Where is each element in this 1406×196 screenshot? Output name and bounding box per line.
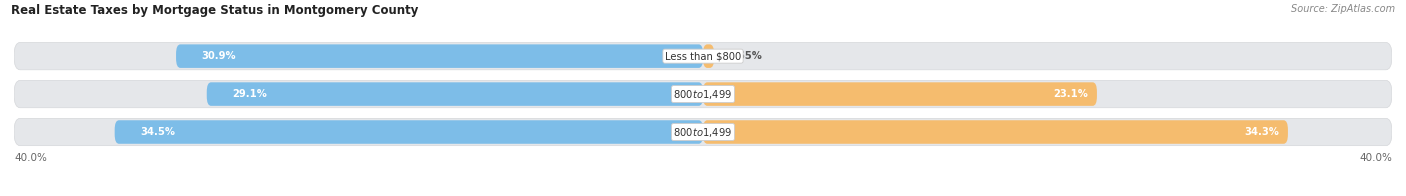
Text: 23.1%: 23.1% bbox=[1053, 89, 1088, 99]
FancyBboxPatch shape bbox=[703, 120, 1288, 144]
Text: Less than $800: Less than $800 bbox=[665, 51, 741, 61]
FancyBboxPatch shape bbox=[703, 82, 1097, 106]
FancyBboxPatch shape bbox=[115, 120, 703, 144]
FancyBboxPatch shape bbox=[703, 44, 714, 68]
Text: 29.1%: 29.1% bbox=[232, 89, 267, 99]
FancyBboxPatch shape bbox=[14, 80, 1392, 108]
Text: $800 to $1,499: $800 to $1,499 bbox=[673, 88, 733, 101]
Text: Real Estate Taxes by Mortgage Status in Montgomery County: Real Estate Taxes by Mortgage Status in … bbox=[11, 4, 419, 17]
Text: 0.65%: 0.65% bbox=[728, 51, 762, 61]
Text: 30.9%: 30.9% bbox=[201, 51, 236, 61]
FancyBboxPatch shape bbox=[14, 118, 1392, 146]
Text: 40.0%: 40.0% bbox=[1360, 153, 1392, 163]
Text: 40.0%: 40.0% bbox=[14, 153, 46, 163]
Text: Source: ZipAtlas.com: Source: ZipAtlas.com bbox=[1291, 4, 1395, 14]
FancyBboxPatch shape bbox=[176, 44, 703, 68]
Text: 34.5%: 34.5% bbox=[141, 127, 176, 137]
Text: $800 to $1,499: $800 to $1,499 bbox=[673, 125, 733, 139]
Text: 34.3%: 34.3% bbox=[1244, 127, 1279, 137]
FancyBboxPatch shape bbox=[14, 43, 1392, 70]
FancyBboxPatch shape bbox=[207, 82, 703, 106]
